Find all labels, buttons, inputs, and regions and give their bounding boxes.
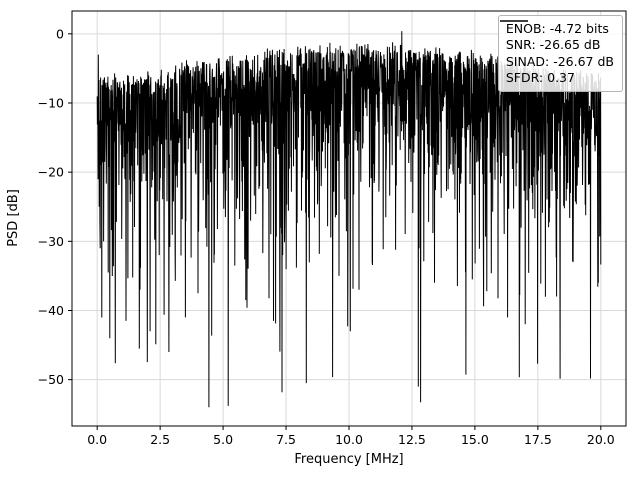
x-tick-label: 0.0 (87, 432, 107, 447)
y-tick-label: −20 (38, 165, 64, 180)
legend: ENOB: -4.72 bits SNR: -26.65 dB SINAD: -26… (497, 15, 623, 92)
y-axis-label: PSD [dB] (6, 189, 21, 247)
legend-entry: SFDR: 0.37 (505, 69, 575, 85)
legend-line-sample-icon (499, 20, 528, 22)
axes-frame (71, 10, 627, 427)
y-tick-label: −50 (38, 372, 64, 387)
x-axis-label: Frequency [MHz] (294, 452, 403, 467)
legend-entry: SINAD: -26.67 dB (505, 53, 614, 69)
psd-line (96, 31, 602, 408)
axis-ticks: 0.0 2.5 5.0 7.5 10.0 12.5 15.0 17.5 20.0 0 −10 −20 −… (38, 26, 615, 447)
x-tick-label: 17.5 (524, 432, 552, 447)
y-tick-label: −10 (38, 95, 64, 110)
x-tick-label: 5.0 (213, 432, 233, 447)
x-tick-label: 12.5 (398, 432, 426, 447)
x-tick-label: 10.0 (335, 432, 363, 447)
legend-entries: ENOB: -4.72 bits SNR: -26.65 dB SINAD: -26… (506, 21, 614, 86)
x-tick-label: 2.5 (150, 432, 170, 447)
x-tick-label: 20.0 (587, 432, 615, 447)
x-tick-label: 15.0 (461, 432, 489, 447)
y-tick-label: −30 (38, 234, 64, 249)
y-tick-label: −40 (38, 303, 64, 318)
psd-trace (96, 31, 602, 408)
y-tick-label: 0 (56, 26, 64, 41)
legend-entry: SNR: -26.65 dB (505, 37, 601, 53)
legend-entry: ENOB: -4.72 bits (505, 21, 609, 36)
x-tick-label: 7.5 (276, 432, 296, 447)
